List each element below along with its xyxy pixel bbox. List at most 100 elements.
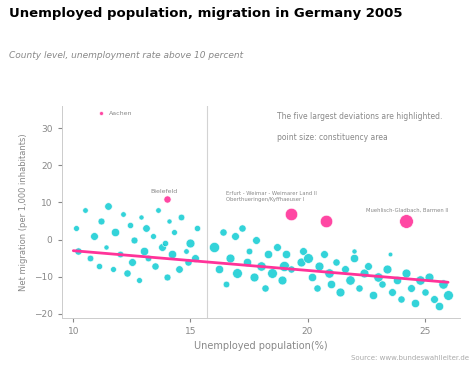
Point: [337, 289, 344, 295]
Text: The five largest deviations are highlighted.: The five largest deviations are highligh…: [277, 112, 442, 121]
Point: [322, 218, 330, 224]
Point: [402, 218, 410, 224]
Point: [91, 233, 98, 239]
Point: [365, 263, 372, 269]
Point: [320, 251, 328, 257]
Point: [234, 270, 241, 276]
Point: [117, 251, 124, 257]
Point: [280, 263, 288, 269]
Point: [393, 277, 401, 283]
Point: [163, 274, 171, 280]
Point: [215, 266, 222, 272]
Point: [227, 255, 234, 261]
Point: [287, 266, 295, 272]
Point: [74, 248, 82, 254]
Point: [191, 255, 199, 261]
Point: [219, 229, 227, 235]
Point: [269, 270, 276, 276]
Point: [369, 292, 377, 298]
Point: [142, 226, 150, 231]
Point: [309, 274, 316, 280]
Point: [327, 281, 335, 287]
Point: [152, 263, 159, 269]
Point: [238, 226, 246, 231]
Text: Erfurt - Weimar - Weimarer Land II
Oberthueringen/Kyffhaeuser I: Erfurt - Weimar - Weimarer Land II Obert…: [226, 191, 317, 201]
Text: Aachen: Aachen: [109, 111, 132, 116]
Point: [105, 203, 112, 209]
Point: [161, 240, 168, 246]
Point: [287, 211, 295, 216]
Point: [118, 211, 126, 216]
Text: point size: constituency area: point size: constituency area: [277, 133, 387, 142]
Point: [299, 248, 307, 254]
Point: [313, 285, 321, 291]
Point: [386, 251, 393, 257]
Point: [123, 270, 131, 276]
Point: [231, 233, 239, 239]
Point: [283, 251, 290, 257]
Point: [264, 251, 272, 257]
Point: [379, 281, 386, 287]
Point: [388, 289, 396, 295]
Text: Source: www.bundeswahlleiter.de: Source: www.bundeswahlleiter.de: [351, 356, 469, 361]
Point: [184, 259, 192, 265]
Point: [245, 248, 253, 254]
Point: [158, 244, 166, 250]
Point: [102, 244, 110, 250]
Point: [168, 251, 175, 257]
Point: [439, 281, 447, 287]
Point: [421, 289, 428, 295]
Point: [109, 266, 117, 272]
Point: [278, 277, 285, 283]
X-axis label: Unemployed population(%): Unemployed population(%): [194, 341, 328, 351]
Point: [316, 263, 323, 269]
Point: [175, 266, 182, 272]
Point: [374, 274, 382, 280]
Point: [351, 255, 358, 261]
Point: [182, 248, 190, 254]
Point: [407, 285, 414, 291]
Point: [98, 110, 105, 116]
Point: [130, 237, 138, 242]
Point: [170, 229, 178, 235]
Point: [360, 270, 367, 276]
Point: [426, 274, 433, 280]
Y-axis label: Net migration (per 1,000 inhabitants): Net migration (per 1,000 inhabitants): [19, 133, 28, 291]
Point: [262, 285, 269, 291]
Point: [165, 218, 173, 224]
Point: [149, 233, 157, 239]
Point: [273, 244, 281, 250]
Point: [416, 277, 424, 283]
Point: [95, 263, 103, 269]
Point: [341, 266, 349, 272]
Point: [435, 303, 443, 309]
Point: [145, 255, 152, 261]
Point: [140, 248, 147, 254]
Text: Bielefeld: Bielefeld: [151, 189, 178, 194]
Point: [112, 229, 119, 235]
Point: [325, 270, 332, 276]
Point: [383, 266, 391, 272]
Point: [402, 270, 410, 276]
Point: [128, 259, 136, 265]
Point: [304, 255, 311, 261]
Point: [194, 226, 201, 231]
Point: [81, 207, 89, 213]
Point: [332, 259, 339, 265]
Point: [250, 274, 257, 280]
Point: [444, 292, 452, 298]
Point: [297, 259, 304, 265]
Point: [411, 300, 419, 306]
Point: [430, 296, 438, 302]
Point: [177, 214, 185, 220]
Point: [222, 281, 229, 287]
Point: [257, 263, 264, 269]
Point: [346, 277, 354, 283]
Point: [86, 255, 93, 261]
Point: [98, 218, 105, 224]
Point: [154, 207, 162, 213]
Text: Unemployed population, migration in Germany 2005: Unemployed population, migration in Germ…: [9, 7, 403, 20]
Point: [243, 259, 250, 265]
Point: [187, 240, 194, 246]
Point: [397, 296, 405, 302]
